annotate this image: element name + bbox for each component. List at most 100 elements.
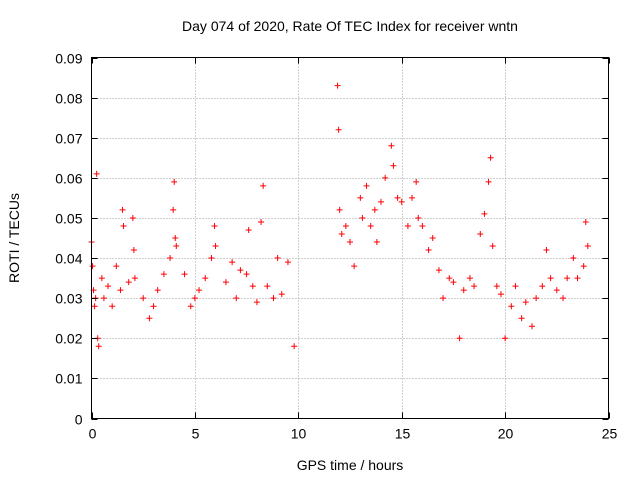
data-point	[284, 259, 291, 266]
data-point	[522, 299, 529, 306]
data-point	[487, 154, 494, 161]
y-tick-label: 0.03	[55, 291, 82, 307]
data-point	[170, 206, 177, 213]
data-point	[435, 267, 442, 274]
data-point	[419, 222, 426, 229]
y-tick-label: 0.07	[55, 131, 82, 147]
data-point	[533, 295, 540, 302]
data-point	[547, 275, 554, 282]
data-point	[528, 323, 535, 330]
data-point	[212, 243, 219, 250]
data-point	[371, 206, 378, 213]
data-point	[388, 142, 395, 149]
data-point	[211, 222, 218, 229]
data-point	[105, 283, 112, 290]
data-point	[93, 170, 100, 177]
data-point	[253, 299, 260, 306]
data-point	[477, 230, 484, 237]
data-point	[131, 275, 138, 282]
data-point	[181, 271, 188, 278]
data-point	[342, 222, 349, 229]
y-tick-label: 0.06	[55, 171, 82, 187]
x-tick-label: 0	[89, 426, 97, 442]
data-point	[154, 287, 161, 294]
data-point	[243, 271, 250, 278]
data-points	[88, 82, 591, 350]
data-point	[95, 343, 102, 350]
data-point	[125, 279, 132, 286]
data-point	[258, 218, 265, 225]
y-tick-label: 0.04	[55, 251, 82, 267]
x-tick-label: 20	[498, 426, 514, 442]
data-point	[570, 255, 577, 262]
data-point	[466, 275, 473, 282]
data-point	[543, 247, 550, 254]
data-point	[274, 255, 281, 262]
data-point	[335, 126, 342, 133]
data-point	[202, 275, 209, 282]
data-point	[481, 210, 488, 217]
data-point	[150, 303, 157, 310]
data-point	[425, 247, 432, 254]
data-point	[398, 198, 405, 205]
data-point	[191, 295, 198, 302]
data-point	[347, 239, 353, 246]
data-point	[336, 206, 343, 213]
data-point	[187, 303, 194, 310]
x-tick-label: 5	[192, 426, 200, 442]
data-point	[413, 178, 420, 185]
data-point	[160, 271, 167, 278]
y-axis-label: ROTI / TECUs	[6, 193, 22, 283]
data-point	[171, 178, 178, 185]
data-point	[429, 235, 436, 241]
data-point	[167, 255, 174, 262]
data-point	[409, 194, 416, 201]
data-point	[351, 263, 358, 270]
y-tick-label: 0.05	[55, 211, 82, 227]
data-point	[245, 226, 252, 233]
data-point	[130, 247, 137, 254]
data-point	[172, 235, 179, 241]
grid-lines	[91, 57, 609, 419]
data-point	[539, 283, 546, 290]
data-point	[382, 174, 389, 181]
data-point	[363, 182, 370, 189]
chart-title: Day 074 of 2020, Rate Of TEC Index for r…	[182, 18, 518, 34]
data-point	[440, 295, 447, 302]
data-point	[415, 214, 422, 221]
x-tick-labels: 0 5 10 15 20 25	[89, 426, 618, 442]
data-point	[270, 295, 277, 302]
data-point	[334, 82, 341, 89]
data-point	[264, 283, 271, 290]
y-tick-label: 0.01	[55, 371, 82, 387]
data-point	[582, 218, 589, 225]
data-point	[404, 222, 411, 229]
data-point	[237, 267, 244, 274]
data-point	[584, 243, 591, 250]
data-point	[580, 263, 587, 270]
data-point	[89, 263, 96, 270]
data-point	[291, 343, 298, 350]
axis-ticks	[91, 57, 610, 420]
data-point	[560, 295, 567, 302]
data-point	[394, 194, 401, 201]
data-point	[173, 243, 180, 250]
data-point	[100, 295, 107, 302]
y-tick-label: 0.02	[55, 331, 82, 347]
data-point	[260, 182, 267, 189]
data-point	[338, 230, 345, 237]
data-point	[553, 287, 560, 294]
data-point	[502, 335, 509, 342]
data-point	[574, 275, 581, 282]
data-point	[456, 335, 463, 342]
data-point	[222, 279, 229, 286]
data-point	[140, 295, 147, 302]
data-point	[489, 243, 496, 250]
data-point	[146, 315, 153, 322]
data-point	[450, 279, 457, 286]
data-point	[98, 275, 105, 282]
data-point	[367, 222, 374, 229]
data-point	[278, 291, 285, 298]
data-point	[109, 303, 116, 310]
